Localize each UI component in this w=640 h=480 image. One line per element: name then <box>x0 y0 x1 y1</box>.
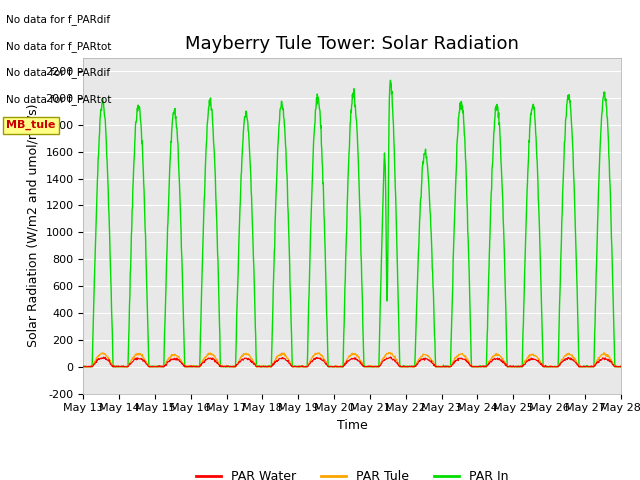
Legend: PAR Water, PAR Tule, PAR In: PAR Water, PAR Tule, PAR In <box>191 465 513 480</box>
Y-axis label: Solar Radiation (W/m2 and umol/m2/s): Solar Radiation (W/m2 and umol/m2/s) <box>27 104 40 348</box>
Text: MB_tule: MB_tule <box>6 120 56 130</box>
X-axis label: Time: Time <box>337 419 367 432</box>
Title: Mayberry Tule Tower: Solar Radiation: Mayberry Tule Tower: Solar Radiation <box>185 35 519 53</box>
Text: No data for f_PARdif: No data for f_PARdif <box>6 67 111 78</box>
Text: No data for f_PARtot: No data for f_PARtot <box>6 94 112 105</box>
Text: No data for f_PARdif: No data for f_PARdif <box>6 14 111 25</box>
Text: No data for f_PARtot: No data for f_PARtot <box>6 41 112 52</box>
